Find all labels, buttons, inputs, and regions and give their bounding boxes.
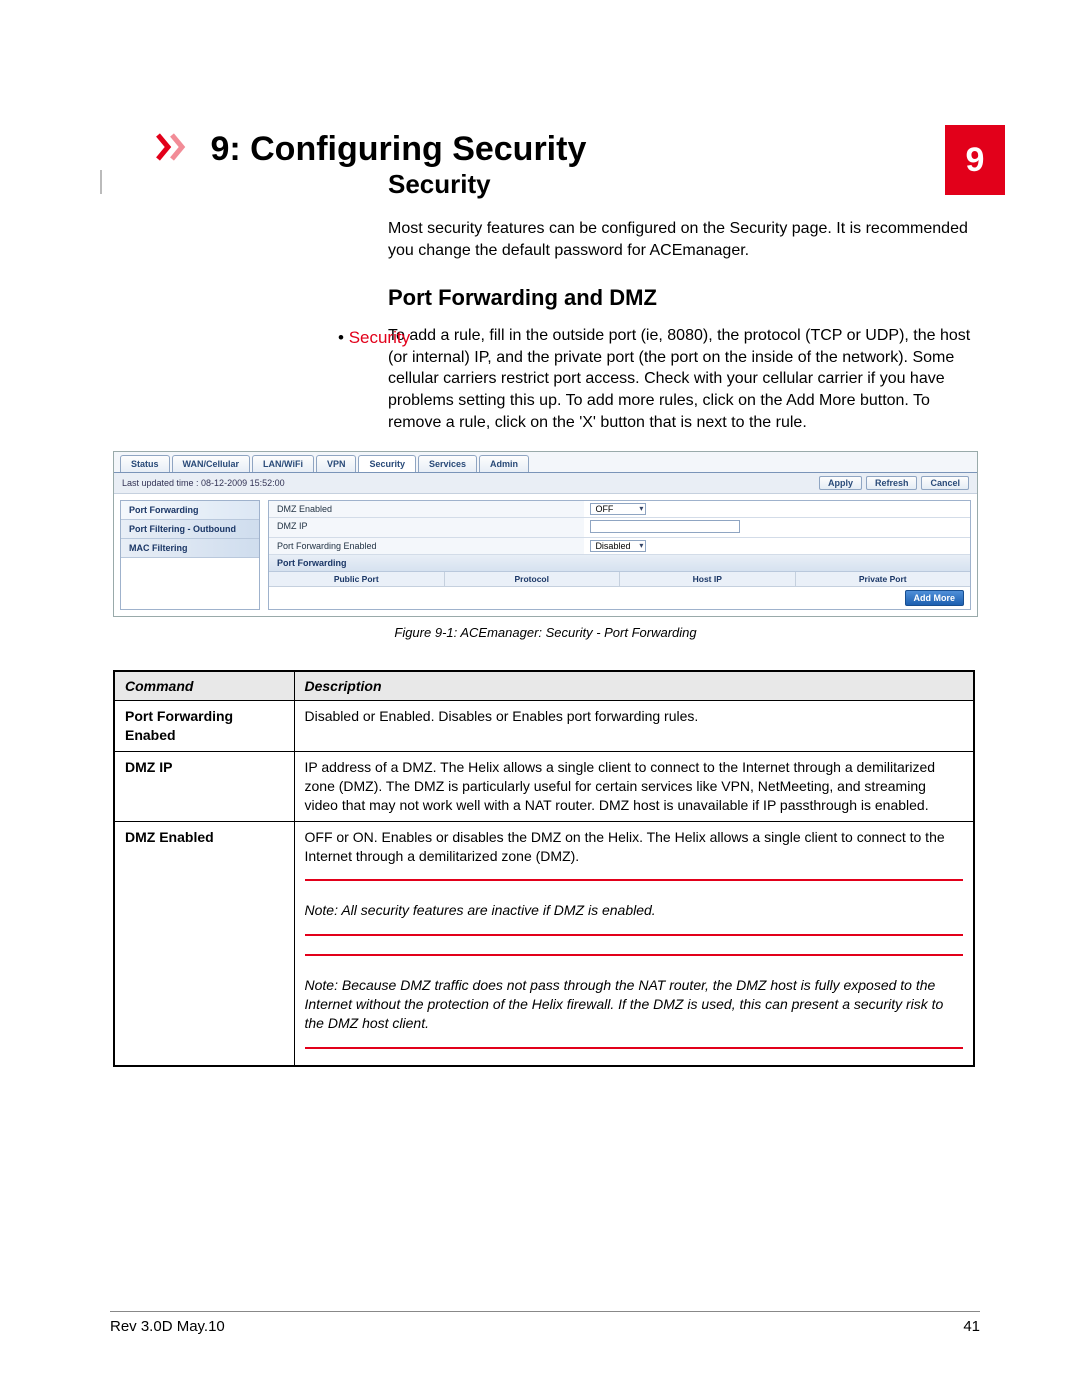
chapter-title: 9: Configuring Security	[210, 130, 586, 169]
cancel-button[interactable]: Cancel	[921, 476, 969, 490]
table-row-command: DMZ Enabled	[114, 821, 294, 1066]
tab-status[interactable]: Status	[120, 455, 170, 472]
dmz-enabled-select[interactable]: OFF	[590, 503, 646, 515]
dmz-ip-label: DMZ IP	[269, 518, 584, 537]
pf-enabled-select[interactable]: Disabled	[590, 540, 646, 552]
apply-button[interactable]: Apply	[819, 476, 862, 490]
tab-vpn[interactable]: VPN	[316, 455, 357, 472]
tab-wan-cellular[interactable]: WAN/Cellular	[172, 455, 251, 472]
pf-section-header: Port Forwarding	[269, 555, 970, 572]
tab-services[interactable]: Services	[418, 455, 477, 472]
pf-column-header: Private Port	[796, 572, 971, 586]
sidebar-item-port-filtering-outbound[interactable]: Port Filtering - Outbound	[121, 520, 259, 539]
title-divider	[100, 170, 102, 194]
note-1: Note: All security features are inactive…	[305, 891, 964, 930]
table-row-command: DMZ IP	[114, 751, 294, 821]
section-heading: Security	[388, 169, 978, 200]
table-header-description: Description	[294, 671, 974, 701]
command-table: Command Description Port Forwarding Enab…	[113, 670, 975, 1067]
pf-column-header: Public Port	[269, 572, 445, 586]
pf-column-header: Protocol	[445, 572, 621, 586]
table-row-description: OFF or ON. Enables or disables the DMZ o…	[294, 821, 974, 1066]
toc-link-label: Security	[349, 328, 410, 347]
subsection-paragraph: To add a rule, fill in the outside port …	[388, 325, 978, 433]
chevrons-icon	[156, 133, 200, 166]
tab-admin[interactable]: Admin	[479, 455, 529, 472]
figure-caption: Figure 9-1: ACEmanager: Security - Port …	[113, 625, 978, 640]
last-updated-label: Last updated time : 08-12-2009 15:52:00	[122, 478, 285, 488]
sidebar-item-mac-filtering[interactable]: MAC Filtering	[121, 539, 259, 558]
intro-paragraph: Most security features can be configured…	[388, 218, 978, 261]
chapter-title-row: 9: Configuring Security	[156, 130, 980, 169]
footer-revision: Rev 3.0D May.10	[110, 1318, 225, 1335]
note-2: Note: Because DMZ traffic does not pass …	[305, 966, 964, 1043]
subsection-heading: Port Forwarding and DMZ	[388, 285, 978, 311]
sidebar-item-port-forwarding[interactable]: Port Forwarding	[121, 501, 259, 520]
toc-link-security[interactable]: • Security	[338, 328, 410, 348]
table-row-description: IP address of a DMZ. The Helix allows a …	[294, 751, 974, 821]
dmz-enabled-label: DMZ Enabled	[269, 501, 584, 517]
add-more-button[interactable]: Add More	[905, 590, 965, 606]
page-footer: Rev 3.0D May.10 41	[110, 1311, 980, 1335]
tab-lan-wifi[interactable]: LAN/WiFi	[252, 455, 314, 472]
table-row-description: Disabled or Enabled. Disables or Enables…	[294, 701, 974, 752]
bullet-icon: •	[338, 328, 344, 347]
refresh-button[interactable]: Refresh	[866, 476, 918, 490]
tab-security[interactable]: Security	[358, 455, 416, 472]
dmz-ip-input[interactable]	[590, 520, 740, 533]
footer-page-number: 41	[963, 1318, 980, 1335]
table-header-command: Command	[114, 671, 294, 701]
table-row-command: Port Forwarding Enabed	[114, 701, 294, 752]
screenshot-figure: StatusWAN/CellularLAN/WiFiVPNSecuritySer…	[113, 451, 978, 617]
pf-column-header: Host IP	[620, 572, 796, 586]
pf-enabled-label: Port Forwarding Enabled	[269, 538, 584, 554]
